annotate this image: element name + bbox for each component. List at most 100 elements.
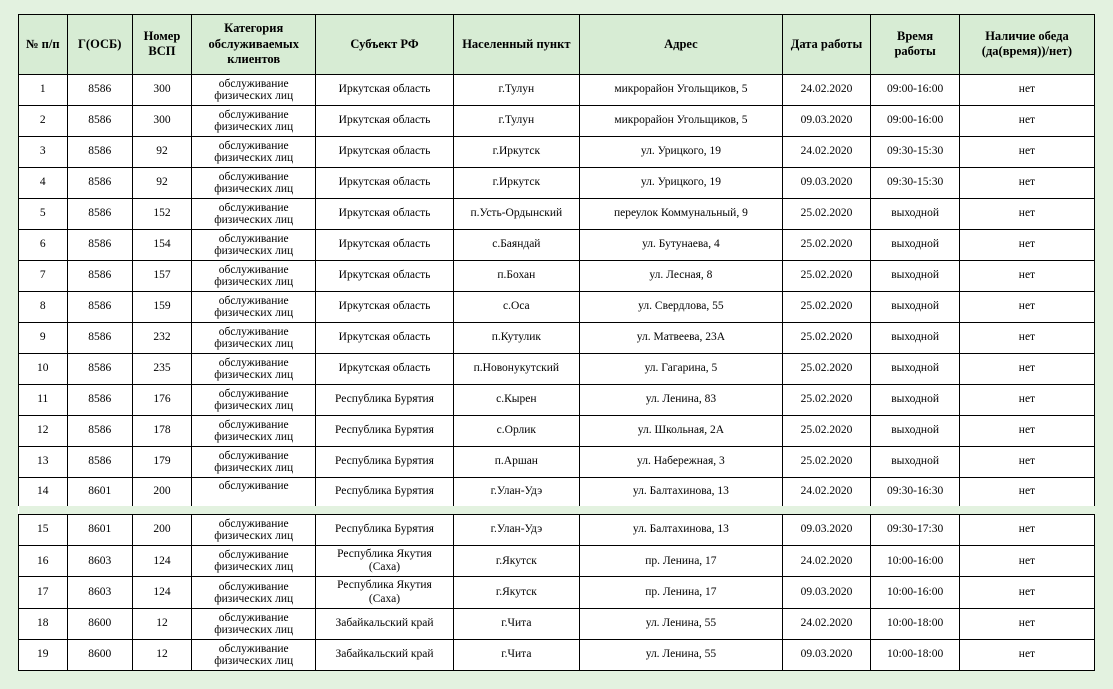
- cell-lunch: нет: [959, 167, 1094, 198]
- cell-time: 09:00-16:00: [871, 74, 960, 105]
- cell-city: п.Аршан: [453, 446, 580, 477]
- cell-date: 09.03.2020: [782, 639, 871, 670]
- cell-vsp: 178: [132, 415, 191, 446]
- cell-subject: Иркутская область: [316, 198, 453, 229]
- cell-date: 09.03.2020: [782, 167, 871, 198]
- cell-date: 25.02.2020: [782, 260, 871, 291]
- document-page: № п/п Г(ОСБ) Номер ВСП Категория обслужи…: [0, 0, 1113, 689]
- table-row: 19860012обслуживаниефизических лицЗабайк…: [19, 639, 1095, 670]
- table-row: 18586300обслуживаниефизических лицИркутс…: [19, 74, 1095, 105]
- cell-city: с.Оса: [453, 291, 580, 322]
- cell-date: 25.02.2020: [782, 384, 871, 415]
- cell-gosb: 8586: [67, 322, 132, 353]
- cell-vsp: 12: [132, 608, 191, 639]
- cell-date: 24.02.2020: [782, 546, 871, 577]
- table-header: № п/п Г(ОСБ) Номер ВСП Категория обслужи…: [19, 15, 1095, 75]
- col-header-gosb: Г(ОСБ): [67, 15, 132, 75]
- col-header-vsp: Номер ВСП: [132, 15, 191, 75]
- cell-city: г.Якутск: [453, 546, 580, 577]
- cell-subject: Иркутская область: [316, 74, 453, 105]
- cell-subject: Иркутская область: [316, 229, 453, 260]
- cell-gosb: 8586: [67, 415, 132, 446]
- cell-lunch: нет: [959, 608, 1094, 639]
- cell-gosb: 8586: [67, 136, 132, 167]
- branches-table: № п/п Г(ОСБ) Номер ВСП Категория обслужи…: [18, 14, 1095, 671]
- col-header-time: Время работы: [871, 15, 960, 75]
- cell-subject: Иркутская область: [316, 291, 453, 322]
- cell-gosb: 8603: [67, 546, 132, 577]
- cell-city: г.Иркутск: [453, 167, 580, 198]
- cell-num: 16: [19, 546, 68, 577]
- cell-time: выходной: [871, 384, 960, 415]
- cell-category: обслуживаниефизических лиц: [191, 291, 315, 322]
- cell-date: 24.02.2020: [782, 74, 871, 105]
- table-row: 18860012обслуживаниефизических лицЗабайк…: [19, 608, 1095, 639]
- cell-lunch: нет: [959, 198, 1094, 229]
- table-row: 158601200обслуживаниефизических лицРеспу…: [19, 515, 1095, 546]
- table-row: 3858692обслуживаниефизических лицИркутск…: [19, 136, 1095, 167]
- cell-date: 25.02.2020: [782, 415, 871, 446]
- cell-num: 11: [19, 384, 68, 415]
- cell-time: 10:00-18:00: [871, 608, 960, 639]
- cell-subject: Иркутская область: [316, 260, 453, 291]
- cell-num: 12: [19, 415, 68, 446]
- cell-city: с.Баяндай: [453, 229, 580, 260]
- cell-subject: Республика Бурятия: [316, 446, 453, 477]
- cell-lunch: нет: [959, 136, 1094, 167]
- cell-date: 24.02.2020: [782, 477, 871, 506]
- cell-city: г.Чита: [453, 608, 580, 639]
- cell-num: 2: [19, 105, 68, 136]
- cell-subject: Иркутская область: [316, 167, 453, 198]
- cell-gosb: 8600: [67, 639, 132, 670]
- cell-gosb: 8586: [67, 229, 132, 260]
- cell-subject: Иркутская область: [316, 322, 453, 353]
- cell-date: 25.02.2020: [782, 446, 871, 477]
- cell-category: обслуживаниефизических лиц: [191, 515, 315, 546]
- cell-lunch: нет: [959, 639, 1094, 670]
- cell-gosb: 8601: [67, 477, 132, 506]
- cell-category: обслуживаниефизических лиц: [191, 384, 315, 415]
- cell-vsp: 232: [132, 322, 191, 353]
- cell-gosb: 8586: [67, 105, 132, 136]
- cell-category: обслуживаниефизических лиц: [191, 136, 315, 167]
- table-row: 108586235обслуживаниефизических лицИркут…: [19, 353, 1095, 384]
- cell-vsp: 200: [132, 477, 191, 506]
- cell-category: обслуживаниефизических лиц: [191, 608, 315, 639]
- cell-vsp: 92: [132, 167, 191, 198]
- cell-time: 10:00-16:00: [871, 546, 960, 577]
- cell-address: ул. Свердлова, 55: [580, 291, 783, 322]
- col-header-num: № п/п: [19, 15, 68, 75]
- cell-vsp: 124: [132, 577, 191, 608]
- cell-lunch: нет: [959, 446, 1094, 477]
- cell-date: 25.02.2020: [782, 229, 871, 260]
- cell-gosb: 8586: [67, 446, 132, 477]
- table-body: 18586300обслуживаниефизических лицИркутс…: [19, 74, 1095, 670]
- cell-address: пр. Ленина, 17: [580, 546, 783, 577]
- cell-category: обслуживаниефизических лиц: [191, 639, 315, 670]
- cell-vsp: 12: [132, 639, 191, 670]
- cell-num: 10: [19, 353, 68, 384]
- cell-category: обслуживаниефизических лиц: [191, 577, 315, 608]
- cell-category: обслуживаниефизических лиц: [191, 74, 315, 105]
- cell-address: переулок Коммунальный, 9: [580, 198, 783, 229]
- cell-gosb: 8586: [67, 74, 132, 105]
- cell-lunch: нет: [959, 477, 1094, 506]
- cell-address: микрорайон Угольщиков, 5: [580, 74, 783, 105]
- cell-vsp: 159: [132, 291, 191, 322]
- cell-gosb: 8586: [67, 384, 132, 415]
- col-header-lunch: Наличие обеда (да(время))/нет): [959, 15, 1094, 75]
- cell-category: обслуживаниефизических лиц: [191, 546, 315, 577]
- cell-subject: Иркутская область: [316, 136, 453, 167]
- cell-date: 09.03.2020: [782, 105, 871, 136]
- cell-gosb: 8600: [67, 608, 132, 639]
- cell-date: 25.02.2020: [782, 322, 871, 353]
- table-row: 128586178обслуживаниефизических лицРеспу…: [19, 415, 1095, 446]
- cell-subject: Иркутская область: [316, 353, 453, 384]
- cell-time: выходной: [871, 415, 960, 446]
- cell-vsp: 92: [132, 136, 191, 167]
- table-row: 178603124обслуживаниефизических лицРеспу…: [19, 577, 1095, 608]
- cell-address: ул. Ленина, 55: [580, 608, 783, 639]
- cell-city: г.Чита: [453, 639, 580, 670]
- cell-address: ул. Матвеева, 23А: [580, 322, 783, 353]
- cell-lunch: нет: [959, 291, 1094, 322]
